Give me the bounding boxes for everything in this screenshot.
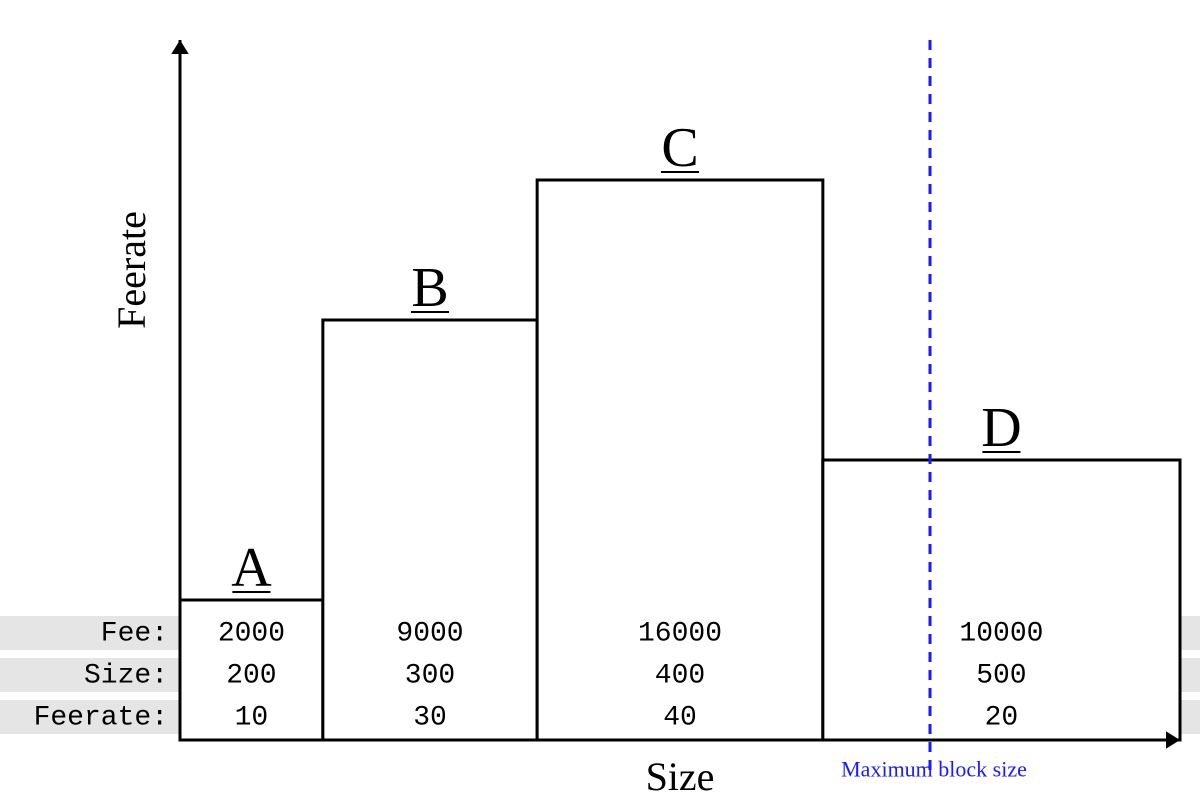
bar-label-b: B (411, 257, 448, 319)
row-val-feerate-c: 40 (663, 702, 697, 733)
row-val-size-b: 300 (405, 660, 455, 691)
row-label-size: Size: (84, 660, 168, 691)
row-val-feerate-d: 20 (985, 702, 1019, 733)
row-val-fee-a: 2000 (218, 618, 285, 649)
bar-label-c: C (661, 117, 698, 179)
x-axis-label: Size (646, 754, 715, 799)
row-label-feerate: Feerate: (34, 702, 168, 733)
row-label-fee: Fee: (101, 618, 168, 649)
row-val-fee-c: 16000 (638, 618, 722, 649)
row-val-feerate-a: 10 (235, 702, 269, 733)
bar-c (537, 180, 823, 740)
row-val-size-a: 200 (226, 660, 276, 691)
max-block-size-label: Maximum block size (841, 757, 1027, 782)
row-val-fee-b: 9000 (396, 618, 463, 649)
row-val-size-d: 500 (976, 660, 1026, 691)
row-val-fee-d: 10000 (959, 618, 1043, 649)
y-axis-label: Feerate (109, 211, 154, 329)
row-val-feerate-b: 30 (413, 702, 447, 733)
bar-label-d: D (981, 397, 1021, 459)
bar-d (823, 460, 1180, 740)
row-val-size-c: 400 (655, 660, 705, 691)
bar-label-a: A (231, 537, 272, 599)
